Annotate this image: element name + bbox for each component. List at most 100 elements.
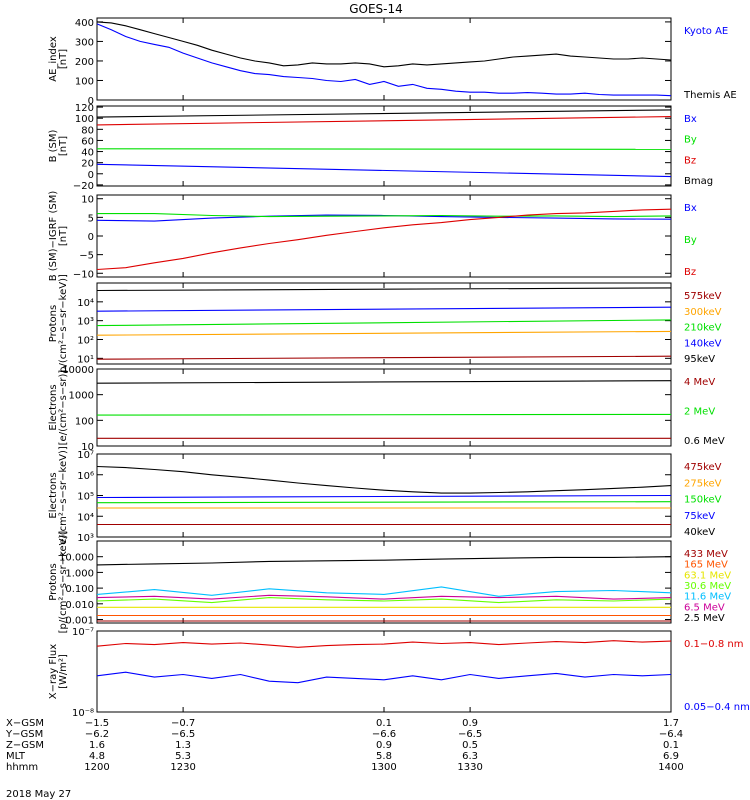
y-tick-label: 10.000: [59, 553, 94, 564]
legend-11-6-mev: 11.6 MeV: [684, 592, 731, 603]
y-tick-label: 5: [88, 213, 94, 224]
x-row-label-mlt: MLT: [6, 751, 26, 762]
y-tick-label: 120: [75, 103, 94, 114]
x-tick-value: 0.1: [376, 718, 392, 729]
x-tick-value: −6.5: [458, 729, 482, 740]
x-tick-value: 1.3: [175, 740, 191, 751]
y-tick-label: 0: [88, 96, 94, 107]
legend-6-5-mev: 6.5 MeV: [684, 602, 725, 613]
series-line-bmag: [96, 109, 672, 118]
legend-63-1-mev: 63.1 MeV: [684, 570, 731, 581]
y-tick-label: 10²: [77, 335, 94, 346]
x-tick-value: 1200: [84, 762, 109, 773]
y-axis-label: B (SM): [48, 129, 59, 162]
series-line-0-05-0-4-nm: [96, 671, 672, 684]
series-line-by: [96, 148, 672, 150]
legend-kyoto-ae: Kyoto AE: [684, 26, 728, 37]
panel-8: 10⁻⁸ 10⁻⁷ X−ray Flux [W/m²] 0.1−0.8 nm 0.05−0…: [48, 627, 750, 719]
series-line-2-5-mev: [96, 556, 672, 566]
series-line-40kev: [96, 465, 672, 494]
x-tick-value: 0.5: [462, 740, 478, 751]
y-tick-label: 10⁻⁸: [72, 708, 94, 719]
y-tick-label: 400: [75, 18, 94, 29]
legend-bz: Bz: [684, 155, 696, 166]
series-line-140kev: [96, 306, 672, 312]
x-tick-value: 0.1: [663, 740, 679, 751]
y-tick-label: 10⁶: [77, 471, 94, 482]
legend-themis-ae: Themis AE: [683, 90, 737, 101]
y-axis-label: [p/(cm²−s−sr−keV)]: [58, 531, 69, 634]
y-tick-label: 10³: [77, 533, 94, 544]
legend-4-mev: 4 MeV: [684, 377, 715, 388]
series-line-kyoto-ae: [96, 23, 672, 97]
y-axis-label: [nT]: [58, 49, 69, 69]
legend-275kev: 275keV: [684, 478, 722, 489]
x-tick-value: 1400: [658, 762, 683, 773]
series-line-95kev: [96, 287, 672, 292]
x-tick-value: 1230: [170, 762, 195, 773]
series-line-150kev: [96, 501, 672, 504]
y-tick-label: 10⁵: [77, 492, 94, 503]
x-tick-value: 4.8: [89, 751, 105, 762]
y-axis-label: p/(cm²−s−sr−keV)]: [58, 274, 69, 373]
panel-frame: [96, 540, 672, 624]
y-tick-label: 100: [75, 416, 94, 427]
x-tick-value: 5.3: [175, 751, 191, 762]
y-tick-label: 0.010: [65, 600, 94, 611]
legend-150kev: 150keV: [684, 495, 722, 506]
x-row-label-y-gsm: Y−GSM: [5, 729, 43, 740]
y-axis-label: Electrons: [48, 472, 59, 518]
y-tick-label: 200: [75, 57, 94, 68]
series-line-6-5-mev: [96, 594, 672, 600]
y-axis-label: AE_index: [48, 36, 59, 82]
y-tick-label: 1000: [69, 391, 94, 402]
legend-0-1-0-8-nm: 0.1−0.8 nm: [684, 639, 743, 650]
x-tick-value: −0.7: [171, 718, 195, 729]
y-tick-label: 10⁷: [77, 450, 94, 461]
x-tick-value: −6.2: [85, 729, 109, 740]
legend-bz: Bz: [684, 267, 696, 278]
y-tick-label: 20: [81, 159, 94, 170]
y-tick-label: 1.000: [65, 568, 94, 579]
x-tick-value: 1330: [457, 762, 482, 773]
y-tick-label: 10: [81, 195, 94, 206]
y-tick-label: 0.001: [65, 616, 94, 627]
y-tick-label: 10³: [77, 317, 94, 328]
series-line-575kev: [96, 355, 672, 360]
legend-bx: Bx: [684, 114, 697, 125]
legend-300kev: 300keV: [684, 307, 722, 318]
panel-frame: [96, 17, 672, 101]
y-axis-label: [e/(cm²−s−sr)]: [58, 370, 69, 446]
y-tick-label: 300: [75, 37, 94, 48]
y-tick-label: 100: [75, 114, 94, 125]
series-line-210kev: [96, 319, 672, 327]
x-tick-value: 0.9: [462, 718, 478, 729]
y-tick-label: 10⁻⁷: [72, 627, 94, 638]
y-axis-label: e/(cm²−s−sr−keV)]: [58, 446, 69, 545]
series-line-0-1-0-8-nm: [96, 640, 672, 648]
date-label: 2018 May 27: [6, 789, 71, 800]
y-tick-label: 10000: [62, 365, 94, 376]
y-tick-label: 10: [81, 442, 94, 453]
legend-30-6-mev: 30.6 MeV: [684, 581, 731, 592]
y-axis-label: Protons: [48, 305, 59, 342]
panel-frame: [96, 282, 672, 365]
series-line-75kev: [96, 494, 672, 499]
series-line-bz: [96, 116, 672, 126]
legend-2-5-mev: 2.5 MeV: [684, 613, 725, 624]
legend-140kev: 140keV: [684, 338, 722, 349]
y-tick-label: 60: [81, 136, 94, 147]
x-tick-value: 1.6: [89, 740, 105, 751]
y-axis-label: [W/m²]: [58, 654, 69, 689]
legend-433-mev: 433 MeV: [684, 549, 728, 560]
series-line-bx: [96, 163, 672, 178]
series-line-by: [97, 213, 672, 218]
legend-bmag: Bmag: [684, 176, 713, 187]
legend-475kev: 475keV: [684, 462, 722, 473]
series-line-bz: [96, 208, 672, 271]
y-axis-label: Electrons: [48, 384, 59, 430]
x-row-label-z-gsm: Z−GSM: [6, 740, 44, 751]
